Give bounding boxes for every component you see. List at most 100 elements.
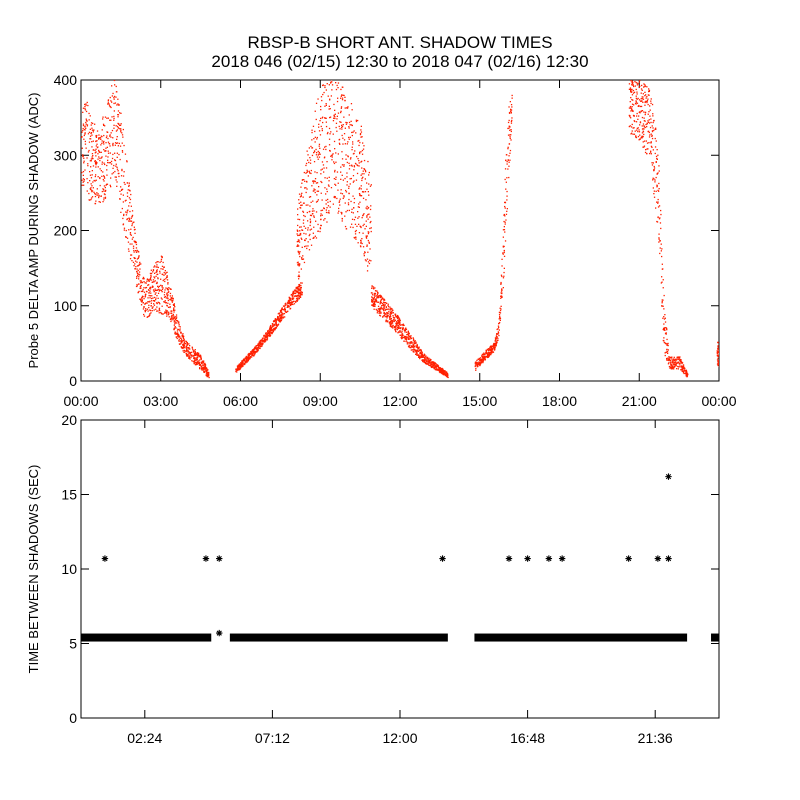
- data-point: [329, 116, 331, 119]
- data-point: [241, 360, 243, 362]
- data-point: [150, 302, 152, 304]
- data-point: [664, 329, 666, 331]
- data-point: [418, 355, 420, 358]
- data-point: [150, 312, 152, 314]
- data-point: [248, 353, 250, 355]
- data-point: [161, 285, 163, 287]
- data-point: [297, 261, 299, 263]
- data-point: [398, 323, 400, 325]
- data-point: [341, 134, 343, 137]
- data-point: [511, 94, 513, 97]
- data-point: [340, 211, 342, 214]
- data-point: [654, 179, 656, 181]
- data-point: [153, 309, 155, 311]
- data-point: [365, 220, 367, 222]
- data-point: [338, 138, 341, 141]
- data-point: [282, 305, 285, 307]
- data-point: [115, 91, 118, 93]
- interval-point: [202, 555, 210, 562]
- data-point: [379, 315, 382, 317]
- data-point: [104, 177, 106, 179]
- data-point: [322, 164, 325, 166]
- data-point: [476, 366, 478, 368]
- data-point: [174, 323, 176, 325]
- data-point: [281, 314, 283, 316]
- data-point: [500, 305, 502, 307]
- data-point: [389, 306, 391, 308]
- data-point: [309, 172, 311, 174]
- data-point: [263, 338, 266, 340]
- data-point: [336, 84, 338, 87]
- data-point: [165, 272, 167, 274]
- data-point: [334, 148, 336, 150]
- data-point: [186, 344, 188, 346]
- data-point: [148, 301, 150, 303]
- data-point: [351, 131, 353, 134]
- x-tick-label: 03:00: [143, 393, 178, 409]
- data-point: [89, 171, 91, 173]
- data-point: [370, 230, 372, 233]
- data-point: [320, 218, 322, 220]
- data-point: [310, 169, 312, 172]
- data-point: [296, 230, 299, 232]
- data-point: [682, 368, 684, 370]
- data-point: [292, 298, 294, 300]
- data-point: [257, 347, 259, 349]
- data-point: [484, 353, 486, 355]
- data-point: [324, 146, 326, 148]
- data-point: [365, 237, 368, 239]
- data-point: [337, 82, 340, 84]
- data-point: [333, 114, 335, 116]
- data-point: [679, 359, 681, 362]
- data-point: [410, 336, 412, 338]
- data-point: [337, 153, 339, 155]
- data-point: [393, 317, 396, 319]
- data-point: [716, 350, 718, 352]
- data-point: [82, 129, 84, 132]
- data-point: [85, 104, 87, 106]
- data-point: [361, 153, 364, 155]
- data-point: [152, 271, 154, 273]
- data-point: [717, 345, 719, 347]
- data-point: [678, 356, 680, 359]
- data-point: [353, 236, 355, 239]
- data-point: [196, 358, 198, 360]
- data-point: [653, 190, 655, 192]
- data-point: [148, 315, 150, 317]
- data-point: [196, 363, 198, 365]
- data-point: [510, 109, 513, 111]
- data-point: [266, 339, 268, 341]
- data-point: [503, 226, 505, 228]
- data-point: [644, 104, 646, 106]
- data-point: [297, 294, 300, 296]
- data-point: [371, 299, 373, 301]
- data-point: [653, 178, 655, 180]
- data-point: [402, 326, 404, 329]
- data-point: [317, 150, 319, 153]
- data-point: [298, 239, 300, 241]
- x-tick-label: 21:00: [622, 393, 657, 409]
- data-point: [650, 142, 652, 144]
- data-point: [116, 104, 118, 106]
- data-point: [346, 184, 348, 186]
- data-point: [421, 353, 424, 356]
- data-point: [334, 113, 336, 115]
- data-point: [192, 350, 195, 352]
- data-point: [717, 355, 719, 358]
- data-point: [508, 161, 510, 163]
- data-point: [90, 189, 93, 191]
- data-point: [156, 306, 158, 308]
- data-point: [186, 347, 188, 349]
- data-point: [254, 353, 256, 355]
- data-point: [349, 136, 351, 138]
- data-point: [432, 361, 435, 363]
- data-point: [107, 152, 110, 154]
- data-point: [84, 103, 86, 106]
- data-point: [411, 346, 413, 348]
- data-point: [113, 119, 115, 121]
- data-point: [503, 213, 505, 216]
- data-point: [177, 320, 179, 322]
- data-point: [389, 318, 391, 320]
- data-point: [265, 332, 267, 334]
- data-point: [328, 210, 330, 212]
